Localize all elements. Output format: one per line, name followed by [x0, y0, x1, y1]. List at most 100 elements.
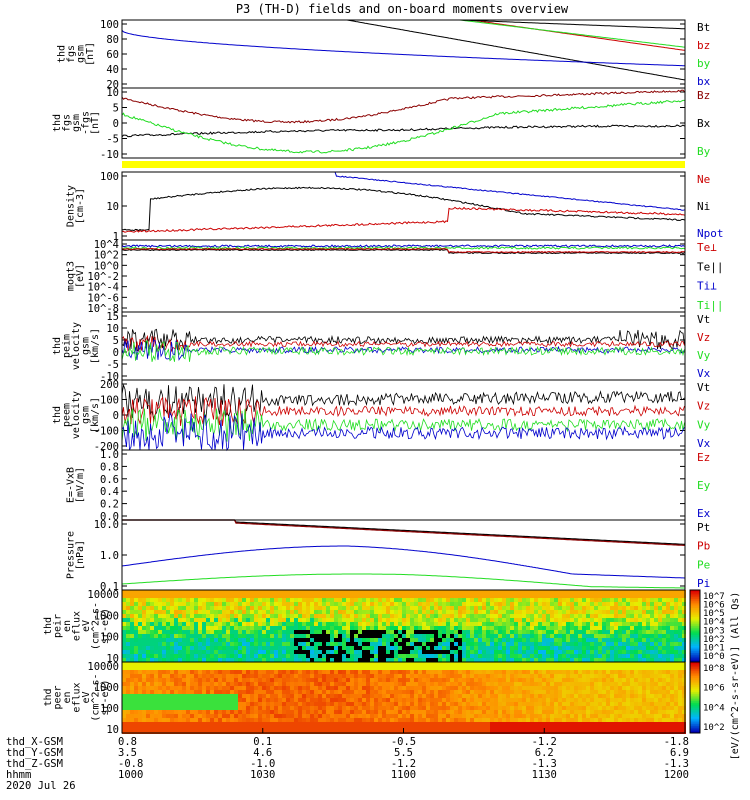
spec-cell [262, 698, 266, 702]
spec-cell [674, 634, 678, 638]
spec-cell [438, 714, 442, 718]
spec-cell [354, 618, 358, 622]
spec-cell [458, 682, 462, 686]
spec-cell [658, 626, 662, 630]
spec-cell [322, 710, 326, 714]
spec-cell [142, 702, 146, 706]
spec-cell [390, 618, 394, 622]
spec-cell [282, 686, 286, 690]
spec-cell [474, 634, 478, 638]
spec-cell [262, 682, 266, 686]
spec-cell [358, 602, 362, 606]
spec-cell [198, 718, 202, 722]
spec-cell [246, 678, 250, 682]
spec-cell [534, 618, 538, 622]
spec-cell [226, 666, 230, 670]
spec-cell [534, 718, 538, 722]
spec-cell [466, 678, 470, 682]
spec-cell [650, 610, 654, 614]
spec-cell [566, 714, 570, 718]
spec-cell [530, 614, 534, 618]
y-tick-label: 20 [106, 79, 119, 91]
spec-cell [322, 666, 326, 670]
spec-cell [602, 714, 606, 718]
spec-cell [178, 634, 182, 638]
spec-cell [578, 626, 582, 630]
spec-cell [610, 658, 614, 662]
spec-cell [474, 722, 478, 726]
spec-cell [670, 646, 674, 650]
spec-cell [298, 666, 302, 670]
spec-cell [290, 590, 294, 594]
spec-cell [170, 646, 174, 650]
spec-cell [130, 710, 134, 714]
spec-cell [410, 722, 414, 726]
spec-cell [606, 618, 610, 622]
spec-cell [586, 654, 590, 658]
spec-cell [398, 702, 402, 706]
y-tick-label: 1 [113, 231, 119, 243]
spec-cell [302, 678, 306, 682]
spec-cell [638, 650, 642, 654]
spec-cell [254, 694, 258, 698]
spec-cell [338, 694, 342, 698]
spec-cell [642, 610, 646, 614]
spec-cell [478, 606, 482, 610]
spec-cell [654, 610, 658, 614]
spec-cell [582, 682, 586, 686]
spec-cell [546, 722, 550, 726]
spec-cell [682, 654, 686, 658]
spec-cell [170, 618, 174, 622]
spec-cell [314, 702, 318, 706]
spec-cell [338, 610, 342, 614]
spec-cell [206, 718, 210, 722]
spec-cell [262, 626, 266, 630]
spec-cell [538, 594, 542, 598]
spec-cell [218, 674, 222, 678]
spec-cell [214, 614, 218, 618]
spec-cell [426, 646, 430, 650]
spec-cell [202, 642, 206, 646]
spec-cell [138, 610, 142, 614]
spec-cell [174, 670, 178, 674]
spec-cell [346, 706, 350, 710]
spec-cell [442, 654, 446, 658]
spec-cell [154, 718, 158, 722]
spec-cell [162, 674, 166, 678]
spec-cell [502, 722, 506, 726]
spec-cell [498, 622, 502, 626]
spec-cell [290, 686, 294, 690]
spec-cell [386, 686, 390, 690]
spec-cell [338, 594, 342, 598]
spec-cell [446, 630, 450, 634]
spec-cell [374, 726, 378, 730]
spec-cell [470, 706, 474, 710]
spec-cell [266, 646, 270, 650]
y-tick-label: 40 [106, 64, 119, 76]
spec-cell [126, 594, 130, 598]
spec-cell [222, 606, 226, 610]
spec-cell [470, 670, 474, 674]
spec-cell [526, 698, 530, 702]
spec-cell [470, 650, 474, 654]
spec-cell [554, 638, 558, 642]
spec-cell [238, 606, 242, 610]
spec-cell [526, 658, 530, 662]
spec-cell [130, 602, 134, 606]
spec-cell [570, 590, 574, 594]
spec-cell [122, 666, 126, 670]
spec-cell [338, 698, 342, 702]
spec-cell [294, 698, 298, 702]
spec-cell [254, 610, 258, 614]
spec-cell [378, 686, 382, 690]
spec-cell [462, 662, 466, 666]
spec-cell [158, 622, 162, 626]
spec-cell [606, 698, 610, 702]
spec-cell [282, 698, 286, 702]
spec-cell [234, 614, 238, 618]
spec-cell [278, 646, 282, 650]
legend-label: Bx [697, 117, 711, 130]
spec-cell [598, 678, 602, 682]
y-tick-label: 10^0 [94, 260, 119, 272]
spec-cell [406, 666, 410, 670]
